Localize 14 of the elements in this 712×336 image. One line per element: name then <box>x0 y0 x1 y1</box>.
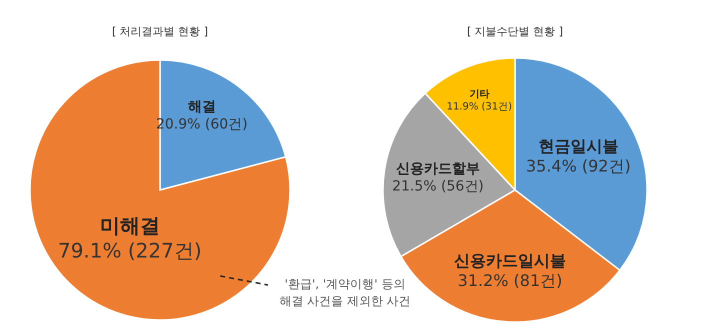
chart-title: [ 처리결과별 현황 ] <box>112 25 208 38</box>
slice-label: 기타 <box>469 89 490 100</box>
slice-label: 신용카드일시불 <box>454 250 566 270</box>
data-label: 79.1% (227건) <box>58 238 202 262</box>
slice-label: 신용카드할부 <box>396 160 480 177</box>
data-label: 21.5% (56건) <box>392 178 484 194</box>
chart-title: [ 지불수단별 현황 ] <box>466 25 564 38</box>
data-label: 31.2% (81건) <box>458 270 562 290</box>
slice-label: 해결 <box>188 99 216 115</box>
data-label: 11.9% (31건) <box>446 102 512 113</box>
text: '환급', '계약이행' 등의 해결 사건을 제외한 사건 <box>279 277 411 308</box>
slice-label: 현금일시불 <box>538 136 618 156</box>
slice-label: 미해결 <box>100 213 160 238</box>
data-label: 35.4% (92건) <box>526 156 631 176</box>
